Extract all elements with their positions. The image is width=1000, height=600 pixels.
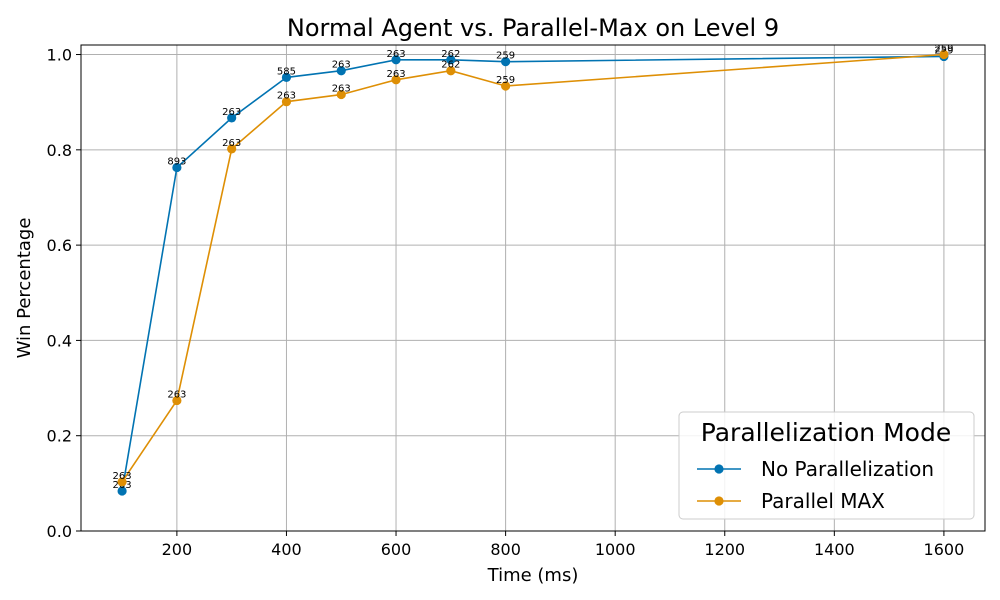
axis-ticks: 200 400 600 800 1000 1200 1400 1600 0.0 0.2 0.4 0.6… <box>47 46 965 559</box>
data-point <box>227 144 237 154</box>
data-label: 263 <box>113 471 132 482</box>
data-point <box>281 72 292 82</box>
data-label: 259 <box>934 44 953 55</box>
legend-label: Parallel MAX <box>761 489 885 513</box>
legend: Parallelization Mode No Parallelization P… <box>678 411 975 520</box>
data-point <box>446 66 456 76</box>
x-tick-label: 1400 <box>814 540 855 559</box>
data-point <box>172 395 182 406</box>
data-point <box>501 81 511 91</box>
y-tick-label: 0.4 <box>47 331 72 350</box>
data-point <box>117 486 127 496</box>
data-point <box>446 55 456 65</box>
legend-box <box>678 411 975 520</box>
legend-marker <box>714 496 724 506</box>
x-tick-label: 1600 <box>924 540 965 559</box>
data-point <box>939 49 949 60</box>
x-tick-label: 800 <box>490 540 521 559</box>
series-layer: 2638932635852632632622592592632632632632… <box>113 44 953 496</box>
data-label: 263 <box>332 60 351 71</box>
data-point <box>391 75 401 85</box>
y-tick-label: 0.2 <box>47 427 72 446</box>
data-label: 263 <box>167 389 186 400</box>
x-axis-label: Time (ms) <box>487 565 579 586</box>
x-tick-label: 1200 <box>704 540 745 559</box>
legend-title: Parallelization Mode <box>701 418 951 447</box>
data-label: 263 <box>332 84 351 95</box>
legend-entries: No Parallelization Parallel MAX <box>697 457 934 513</box>
legend-label: No Parallelization <box>761 457 934 481</box>
data-point <box>281 97 292 107</box>
y-tick-label: 0.0 <box>47 522 72 541</box>
legend-marker <box>714 464 724 474</box>
data-label: 263 <box>222 138 241 149</box>
y-axis-label: Win Percentage <box>14 218 35 359</box>
data-label: 263 <box>386 49 405 60</box>
data-point <box>117 477 127 487</box>
data-label: 262 <box>441 60 460 71</box>
chart-title: Normal Agent vs. Parallel-Max on Level 9 <box>287 14 779 42</box>
data-label: 585 <box>277 66 296 77</box>
data-label: 259 <box>496 75 515 86</box>
data-label: 263 <box>277 91 296 102</box>
series-2: 263 263 263 263 263 263 262 259 259 <box>113 44 953 487</box>
data-label: 263 <box>386 69 405 80</box>
data-point <box>336 66 346 76</box>
data-point <box>227 113 237 123</box>
x-tick-label: 200 <box>162 540 193 559</box>
data-label: 893 <box>167 156 186 167</box>
data-point <box>172 162 182 173</box>
x-tick-label: 400 <box>271 540 302 559</box>
y-tick-label: 1.0 <box>47 46 72 65</box>
data-point <box>336 89 346 100</box>
x-tick-label: 1000 <box>595 540 636 559</box>
data-point <box>391 55 401 65</box>
x-tick-label: 600 <box>381 540 412 559</box>
plot-frame <box>80 44 986 532</box>
y-tick-label: 0.8 <box>47 141 72 160</box>
data-label: 262 <box>441 49 460 60</box>
data-label: 263 <box>222 107 241 118</box>
data-point <box>501 57 511 67</box>
y-tick-label: 0.6 <box>47 236 72 255</box>
data-label: 259 <box>496 51 515 62</box>
